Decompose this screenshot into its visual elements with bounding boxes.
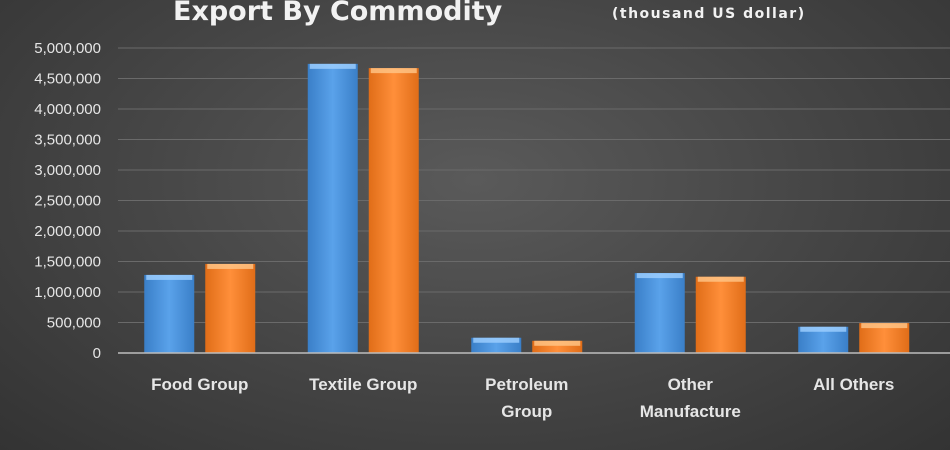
x-category-label: Food Group bbox=[151, 375, 248, 394]
y-tick-label: 0 bbox=[93, 345, 101, 362]
x-category-label: Other bbox=[668, 375, 714, 394]
y-tick-label: 5,000,000 bbox=[34, 40, 101, 57]
y-tick-label: 2,500,000 bbox=[34, 193, 101, 210]
x-category-label: Textile Group bbox=[309, 375, 417, 394]
bar-bevel bbox=[473, 337, 520, 343]
bar-2 bbox=[205, 263, 256, 353]
bar-bevel bbox=[370, 68, 417, 74]
y-tick-label: 3,000,000 bbox=[34, 162, 101, 179]
y-tick-label: 4,000,000 bbox=[34, 101, 101, 118]
bar-1 bbox=[634, 273, 685, 353]
bar-bevel bbox=[861, 323, 908, 329]
y-tick-label: 1,000,000 bbox=[34, 284, 101, 301]
y-tick-label: 1,500,000 bbox=[34, 254, 101, 271]
bar-bevel bbox=[309, 63, 356, 69]
bar-bevel bbox=[207, 263, 254, 269]
chart-subtitle: (thousand US dollar) bbox=[612, 6, 806, 22]
bar-1 bbox=[144, 274, 195, 353]
bar-bevel bbox=[146, 274, 193, 280]
bar-bevel bbox=[636, 273, 683, 279]
bar-bevel bbox=[800, 326, 847, 332]
y-tick-label: 2,000,000 bbox=[34, 223, 101, 240]
y-tick-label: 4,500,000 bbox=[34, 71, 101, 88]
bar-bevel bbox=[534, 340, 581, 346]
y-tick-label: 3,500,000 bbox=[34, 132, 101, 149]
x-category-label: All Others bbox=[813, 375, 894, 394]
bar-1 bbox=[307, 63, 358, 354]
x-category-label: Petroleum bbox=[485, 375, 568, 394]
bar-2 bbox=[695, 276, 746, 353]
bar-2 bbox=[368, 68, 419, 353]
x-category-label: Group bbox=[501, 402, 552, 421]
x-category-label: Manufacture bbox=[640, 402, 741, 421]
bar-bevel bbox=[697, 276, 744, 282]
y-tick-label: 500,000 bbox=[47, 315, 101, 332]
chart-title: Export By Commodity bbox=[173, 0, 503, 27]
